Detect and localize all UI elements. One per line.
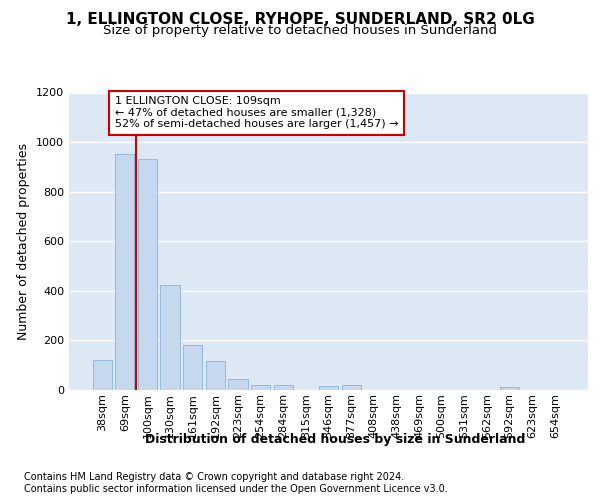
Bar — [138, 160, 157, 390]
Text: 1, ELLINGTON CLOSE, RYHOPE, SUNDERLAND, SR2 0LG: 1, ELLINGTON CLOSE, RYHOPE, SUNDERLAND, … — [65, 12, 535, 28]
Bar — [229, 379, 248, 390]
Bar — [500, 387, 519, 390]
Bar — [274, 385, 293, 390]
Y-axis label: Number of detached properties: Number of detached properties — [17, 143, 31, 340]
Bar — [206, 362, 225, 390]
Text: Contains public sector information licensed under the Open Government Licence v3: Contains public sector information licen… — [24, 484, 448, 494]
Text: Contains HM Land Registry data © Crown copyright and database right 2024.: Contains HM Land Registry data © Crown c… — [24, 472, 404, 482]
Bar — [341, 385, 361, 390]
Bar — [115, 154, 134, 390]
Bar — [92, 360, 112, 390]
Text: Distribution of detached houses by size in Sunderland: Distribution of detached houses by size … — [145, 432, 525, 446]
Bar — [251, 384, 270, 390]
Text: 1 ELLINGTON CLOSE: 109sqm
← 47% of detached houses are smaller (1,328)
52% of se: 1 ELLINGTON CLOSE: 109sqm ← 47% of detac… — [115, 96, 398, 130]
Text: Size of property relative to detached houses in Sunderland: Size of property relative to detached ho… — [103, 24, 497, 37]
Bar — [160, 284, 180, 390]
Bar — [319, 386, 338, 390]
Bar — [183, 345, 202, 390]
